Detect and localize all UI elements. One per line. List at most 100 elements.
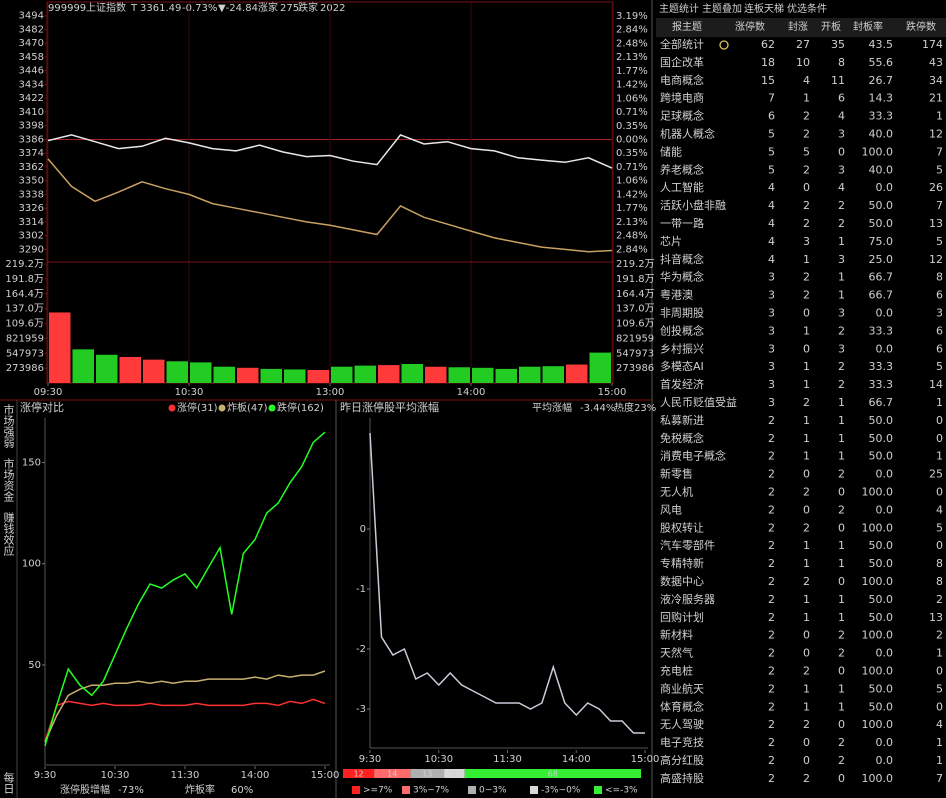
- table-cell: 2: [803, 575, 810, 588]
- table-tab[interactable]: 主题叠加: [702, 3, 742, 15]
- x-tick-label: 14:00: [457, 387, 486, 398]
- table-cell: 1: [803, 378, 810, 391]
- theme-name[interactable]: 风电: [660, 503, 682, 516]
- table-cell: 4: [768, 199, 775, 212]
- y-tick-label: 3422: [19, 93, 44, 104]
- theme-name[interactable]: 汽车零部件: [660, 538, 715, 552]
- table-header-bg: [656, 18, 946, 37]
- theme-name[interactable]: 活跃小盘非融: [660, 198, 726, 212]
- theme-name[interactable]: 多模态AI: [660, 359, 704, 373]
- y-tick-label: 3494: [19, 11, 44, 22]
- x-tick-label: 14:00: [562, 754, 591, 765]
- y2-tick-label: 2.13%: [616, 52, 648, 63]
- theme-name[interactable]: 数据中心: [660, 574, 704, 588]
- theme-name[interactable]: 新材料: [660, 628, 693, 642]
- volume-bar: [354, 365, 376, 383]
- table-cell: 15: [761, 74, 775, 87]
- theme-name[interactable]: 人民币贬值受益: [660, 395, 737, 409]
- theme-name[interactable]: 商业航天: [660, 681, 704, 695]
- table-tab[interactable]: 主题统计: [659, 2, 699, 15]
- table-cell: 50.0: [869, 539, 894, 552]
- theme-name[interactable]: 股权转让: [660, 520, 704, 534]
- theme-name[interactable]: 机器人概念: [660, 127, 715, 141]
- table-cell: 50.0: [869, 432, 894, 445]
- column-header[interactable]: 开板: [821, 20, 841, 33]
- theme-name[interactable]: 专精特新: [660, 556, 704, 570]
- theme-name[interactable]: 电子竞技: [660, 735, 704, 749]
- volume-bar: [425, 366, 447, 383]
- theme-name[interactable]: 首发经济: [660, 377, 704, 391]
- table-tab[interactable]: 优选条件: [787, 2, 827, 15]
- table-cell: 0: [936, 539, 943, 552]
- table-cell: 0.0: [876, 181, 894, 194]
- column-header[interactable]: 封涨: [788, 20, 808, 33]
- series-line: [47, 158, 613, 253]
- theme-name[interactable]: 新零售: [660, 467, 693, 481]
- theme-name[interactable]: 液冷服务器: [660, 592, 715, 606]
- side-tab[interactable]: 市场强弱: [2, 403, 15, 449]
- y-tick-label: 3434: [19, 79, 44, 90]
- table-cell: 34: [929, 74, 943, 87]
- theme-name[interactable]: 跨境电商: [660, 91, 704, 105]
- legend-label: 炸板(47): [227, 401, 268, 414]
- theme-name[interactable]: 储能: [660, 144, 682, 158]
- table-cell: 2: [768, 629, 775, 642]
- theme-name[interactable]: 免税概念: [660, 431, 704, 445]
- table-cell: 7: [936, 199, 943, 212]
- theme-name[interactable]: 非周期股: [660, 307, 704, 320]
- theme-name[interactable]: 充电桩: [660, 664, 693, 678]
- table-cell: 2: [803, 486, 810, 499]
- y2-tick-label: 821959: [616, 333, 654, 344]
- table-cell: 3: [768, 342, 775, 355]
- theme-name[interactable]: 体育概念: [660, 699, 704, 713]
- distribution-segment: [374, 769, 411, 778]
- column-header[interactable]: 报主题: [672, 20, 702, 33]
- y-tick-label: 3302: [19, 231, 44, 242]
- theme-name[interactable]: 芯片: [660, 234, 682, 248]
- theme-name[interactable]: 回购计划: [660, 610, 704, 624]
- table-cell: 0: [838, 521, 845, 534]
- side-tab[interactable]: 市场资金: [2, 457, 15, 502]
- table-cell: 1: [803, 450, 810, 463]
- theme-name[interactable]: 高分红股: [660, 753, 704, 767]
- table-cell: 4: [768, 253, 775, 266]
- theme-name[interactable]: 天然气: [660, 646, 693, 660]
- table-cell: 2: [936, 629, 943, 642]
- theme-name[interactable]: 华为概念: [660, 270, 704, 284]
- theme-name[interactable]: 一带一路: [660, 217, 704, 230]
- theme-name[interactable]: 电商概念: [660, 73, 704, 87]
- side-tab[interactable]: 赚钱效应: [2, 511, 15, 557]
- column-header[interactable]: 封板率: [853, 20, 883, 33]
- theme-name[interactable]: 抖音概念: [660, 252, 704, 266]
- theme-name[interactable]: 人工智能: [660, 180, 704, 194]
- series-line: [44, 431, 326, 747]
- table-cell: 5: [936, 163, 943, 176]
- theme-name[interactable]: 创投概念: [660, 323, 704, 337]
- quote-price: 3361.49: [140, 3, 181, 14]
- theme-name[interactable]: 高盛持股: [660, 771, 704, 785]
- side-tab[interactable]: 每日: [2, 771, 15, 794]
- table-cell: 2: [838, 199, 845, 212]
- theme-name[interactable]: 乡村振兴: [660, 341, 704, 355]
- theme-name[interactable]: 国企改革: [660, 55, 704, 69]
- theme-name[interactable]: 无人机: [660, 485, 693, 499]
- y-tick-label: 3398: [19, 121, 44, 132]
- table-cell: 2: [803, 199, 810, 212]
- table-cell: 6: [936, 324, 943, 337]
- theme-name[interactable]: 全部统计: [660, 37, 704, 51]
- theme-name[interactable]: 私募新进: [660, 413, 704, 427]
- table-cell: 2: [803, 128, 810, 141]
- theme-name[interactable]: 粤港澳: [660, 288, 693, 302]
- theme-name[interactable]: 消费电子概念: [660, 449, 726, 463]
- theme-name[interactable]: 养老概念: [660, 162, 704, 176]
- table-tab[interactable]: 连板天梯: [744, 2, 784, 15]
- table-cell: 1: [838, 682, 845, 695]
- table-cell: 1: [838, 539, 845, 552]
- column-header[interactable]: 涨停数: [735, 20, 765, 33]
- column-header[interactable]: 跌停数: [906, 20, 936, 33]
- theme-name[interactable]: 足球概念: [660, 109, 704, 123]
- table-cell: 100.0: [862, 575, 894, 588]
- theme-name[interactable]: 无人驾驶: [660, 717, 704, 731]
- y2-tick-label: 3.19%: [616, 11, 648, 22]
- legend-dot: [268, 404, 276, 412]
